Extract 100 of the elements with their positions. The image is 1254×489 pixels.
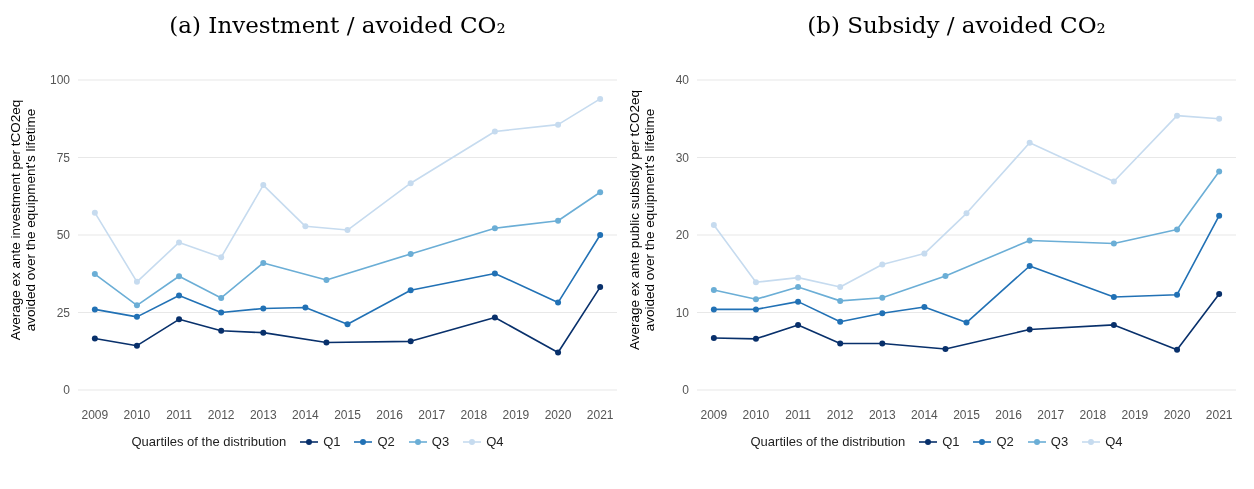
y-axis-title: Average ex ante investment per tCO2eq avoided over the equipment's lifetime <box>8 99 39 341</box>
point <box>597 189 604 196</box>
x-tick-label: 2012 <box>826 407 854 422</box>
point <box>879 261 886 268</box>
point <box>323 276 330 283</box>
point <box>1216 290 1223 297</box>
y-tick-label: 10 <box>675 305 690 320</box>
point <box>344 227 351 234</box>
point <box>752 296 759 303</box>
point <box>921 250 928 257</box>
point <box>1110 294 1117 300</box>
point <box>133 278 140 285</box>
point <box>176 316 183 323</box>
point <box>1026 139 1033 146</box>
point <box>91 209 98 216</box>
point <box>176 239 183 246</box>
x-tick-label: 2019 <box>502 407 530 422</box>
point <box>1174 346 1181 353</box>
point <box>260 182 267 189</box>
point <box>1216 115 1223 122</box>
point <box>218 327 225 334</box>
point <box>1174 112 1181 119</box>
point <box>597 232 604 238</box>
point <box>710 287 717 294</box>
point <box>942 345 949 352</box>
x-tick-label: 2018 <box>1079 407 1107 422</box>
point <box>710 306 717 313</box>
point <box>555 121 562 128</box>
point <box>752 279 759 286</box>
x-tick-label: 2014 <box>292 407 320 422</box>
y-tick-label: 0 <box>682 383 690 398</box>
x-tick-label: 2019 <box>1121 407 1149 422</box>
x-tick-label: 2015 <box>334 407 362 422</box>
point <box>555 217 562 224</box>
point <box>879 340 886 347</box>
y-tick-label: 75 <box>56 150 71 165</box>
point <box>795 283 802 290</box>
point <box>1026 263 1033 269</box>
point <box>710 221 717 228</box>
point <box>1174 226 1181 233</box>
x-tick-label: 2018 <box>460 407 488 422</box>
point <box>260 305 267 312</box>
point <box>1216 212 1223 219</box>
point <box>1026 237 1033 244</box>
point <box>1174 291 1181 298</box>
point <box>491 314 498 321</box>
legend-label: Q3 <box>431 434 450 449</box>
point <box>491 225 498 232</box>
legend-label: Q4 <box>1105 434 1123 449</box>
x-tick-label: 2010 <box>123 407 151 422</box>
point <box>555 299 562 306</box>
x-tick-label: 2017 <box>418 407 446 422</box>
x-tick-label: 2016 <box>995 407 1023 422</box>
x-tick-label: 2013 <box>249 407 277 422</box>
point <box>555 349 562 356</box>
x-tick-label: 2021 <box>1205 407 1233 422</box>
point <box>597 95 604 102</box>
point <box>1216 168 1223 175</box>
chart-title: (a) Investment / avoided CO₂ <box>168 11 507 40</box>
x-tick-label: 2009 <box>81 407 109 422</box>
point <box>837 340 844 347</box>
x-tick-label: 2017 <box>1037 407 1065 422</box>
x-tick-label: 2020 <box>544 407 572 422</box>
point <box>344 321 351 328</box>
point <box>260 259 267 266</box>
point <box>597 284 604 291</box>
x-tick-label: 2013 <box>868 407 896 422</box>
point <box>752 335 759 342</box>
point <box>91 335 98 342</box>
point <box>176 292 183 299</box>
y-tick-label: 0 <box>63 383 71 398</box>
point <box>752 306 759 313</box>
point <box>1110 178 1117 185</box>
point <box>837 283 844 290</box>
point <box>218 309 225 316</box>
point <box>91 271 98 278</box>
point <box>837 318 844 325</box>
x-tick-label: 2020 <box>1163 407 1191 422</box>
point <box>218 294 225 301</box>
x-tick-label: 2014 <box>911 407 939 422</box>
point <box>795 321 802 328</box>
point <box>491 270 498 277</box>
legend-label: Q4 <box>486 434 504 449</box>
y-tick-label: 40 <box>675 73 690 88</box>
point <box>963 210 970 217</box>
point <box>176 273 183 280</box>
y-tick-label: 50 <box>56 228 71 243</box>
x-tick-label: 2011 <box>785 407 812 422</box>
y-tick-label: 25 <box>56 305 71 320</box>
y-tick-label: 20 <box>675 228 690 243</box>
x-tick-label: 2021 <box>586 407 614 422</box>
point <box>921 304 928 311</box>
x-tick-label: 2015 <box>953 407 981 422</box>
point <box>407 287 414 294</box>
y-tick-label: 30 <box>675 150 690 165</box>
point <box>218 254 225 261</box>
legend-label: Q2 <box>996 434 1014 449</box>
point <box>260 329 267 336</box>
point <box>407 338 414 345</box>
point <box>91 306 98 313</box>
